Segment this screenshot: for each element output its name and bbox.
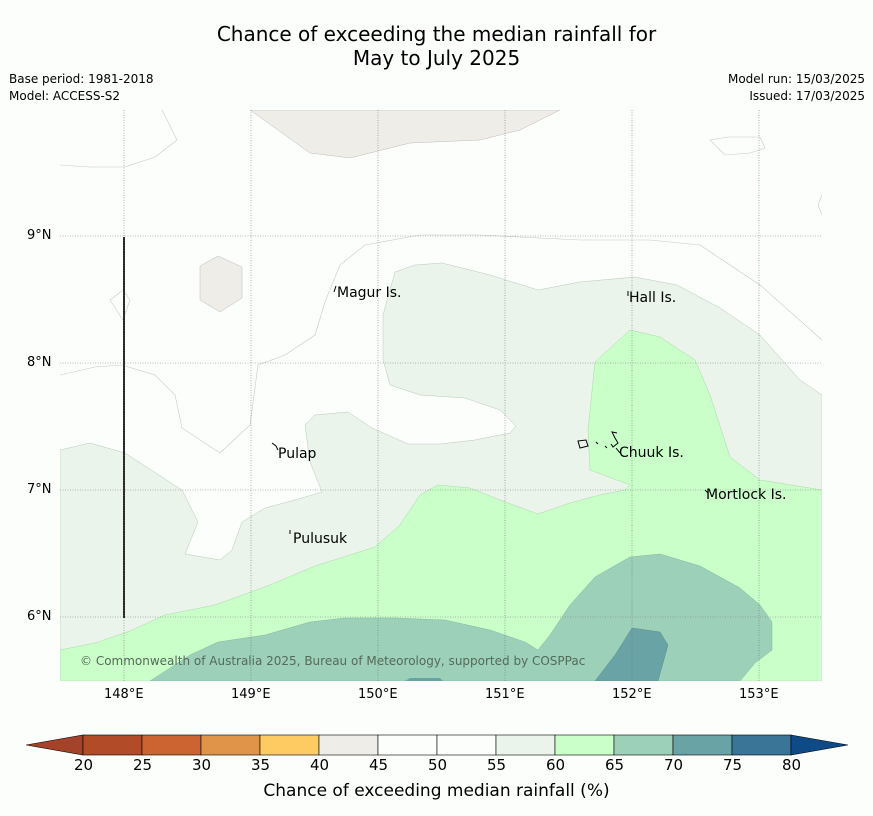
colorbar-segment (554, 734, 615, 756)
title-line-2: May to July 2025 (352, 46, 521, 70)
colorbar-tick-label: 60 (546, 756, 566, 774)
colorbar-tick-label: 25 (133, 756, 153, 774)
place-label-hall: Hall Is. (629, 290, 677, 306)
title-line-1: Chance of exceeding the median rainfall … (216, 22, 657, 46)
chuuk-lagoon (577, 431, 621, 454)
colorbar-arrow-low (26, 734, 84, 756)
contour-50-b (60, 234, 822, 454)
colorbar-tick-label: 50 (428, 756, 448, 774)
lon-label-149e: 149°E (231, 687, 271, 702)
zone-40-45-blob (199, 255, 243, 313)
meta-right: Model run: 15/03/2025 Issued: 17/03/2025 (728, 71, 865, 105)
issued-date: Issued: 17/03/2025 (749, 89, 865, 103)
colorbar-segment (200, 734, 261, 756)
pulap-island (271, 442, 279, 451)
zone-40-45-top (249, 110, 561, 159)
colorbar-tick-label: 45 (369, 756, 389, 774)
place-label-magur: Magur Is. (337, 285, 402, 301)
lat-label-6n: 6°N (27, 609, 52, 624)
lon-label-148e: 148°E (104, 687, 144, 702)
meta-left: Base period: 1981-2018 Model: ACCESS-S2 (9, 71, 154, 105)
place-label-pulusuk: Pulusuk (293, 531, 348, 547)
colorbar-segment (141, 734, 202, 756)
colorbar-tick-label: 35 (251, 756, 271, 774)
place-label-chuuk: Chuuk Is. (619, 445, 684, 461)
map-title: Chance of exceeding the median rainfall … (0, 22, 873, 70)
colorbar-segment (613, 734, 674, 756)
mortlock-island (704, 489, 709, 494)
lat-label-7n: 7°N (27, 482, 52, 497)
place-label-mortlock: Mortlock Is. (706, 487, 787, 503)
colorbar-segments (26, 734, 849, 756)
colorbar-segment (377, 734, 438, 756)
contour-50-d (817, 194, 822, 216)
colorbar-tick-label: 40 (310, 756, 330, 774)
colorbar-segment (731, 734, 792, 756)
colorbar-segment (672, 734, 733, 756)
colorbar-tick-label: 20 (74, 756, 94, 774)
place-label-pulap: Pulap (278, 446, 317, 462)
map-area (60, 110, 822, 681)
colorbar-segment (259, 734, 320, 756)
lat-label-9n: 9°N (27, 228, 52, 243)
zone-70-75 (594, 627, 669, 681)
model-run: Model run: 15/03/2025 (727, 72, 865, 86)
gridlines (60, 110, 822, 681)
colorbar-segment (436, 734, 497, 756)
magur-island (333, 285, 337, 293)
colorbar-tick-label: 30 (192, 756, 212, 774)
contour-50 (60, 110, 178, 168)
colorbar-tick-label: 75 (723, 756, 743, 774)
colorbar-tick-label: 70 (664, 756, 684, 774)
colorbar-arrow-high (790, 734, 849, 756)
islands (271, 285, 709, 534)
lat-label-8n: 8°N (27, 355, 52, 370)
colorbar-tick-label: 65 (605, 756, 625, 774)
contour-50-c (709, 136, 766, 156)
model-name: Model: ACCESS-S2 (9, 89, 121, 103)
colorbar-segment (82, 734, 143, 756)
rainfall-map (60, 110, 822, 681)
lon-label-153e: 153°E (739, 687, 779, 702)
zone-70-75-bottom (405, 678, 443, 681)
lon-label-152e: 152°E (612, 687, 652, 702)
lon-label-150e: 150°E (358, 687, 398, 702)
base-period: Base period: 1981-2018 (9, 72, 154, 86)
colorbar-segment (495, 734, 556, 756)
copyright-notice: © Commonwealth of Australia 2025, Bureau… (80, 654, 586, 668)
colorbar-segment (318, 734, 379, 756)
zone-65-70 (149, 553, 773, 681)
contour-50-e (109, 289, 131, 321)
lon-label-151e: 151°E (485, 687, 525, 702)
colorbar (26, 734, 849, 756)
colorbar-tick-label: 55 (487, 756, 507, 774)
colorbar-tick-label: 80 (782, 756, 802, 774)
colorbar-title: Chance of exceeding median rainfall (%) (263, 781, 610, 801)
